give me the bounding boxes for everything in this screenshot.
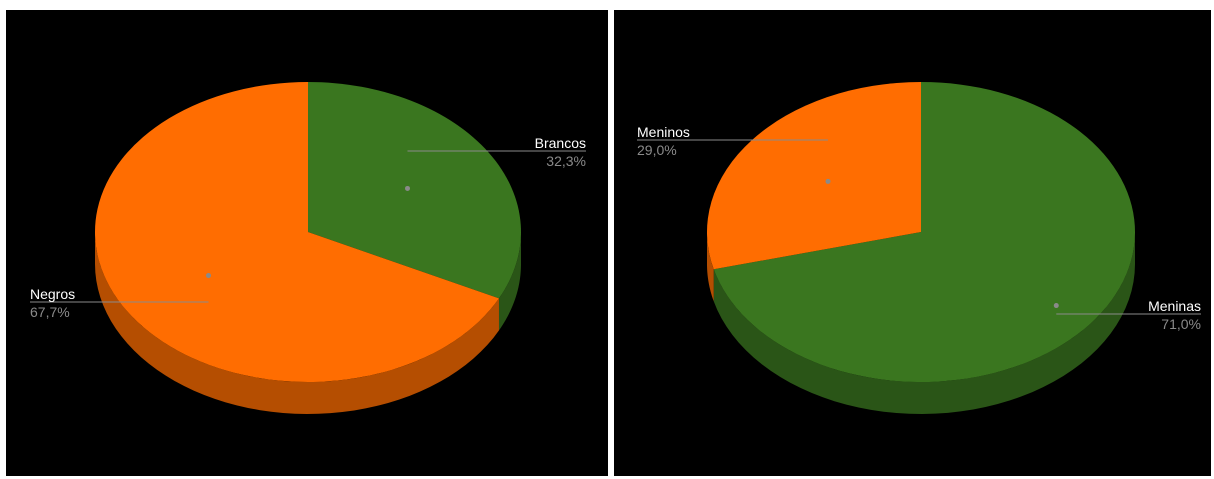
pie-labels: Brancos 32,3% Negros 67,7% — [30, 135, 586, 320]
pie-slice-side-meninos — [707, 232, 714, 302]
pie-side-walls — [707, 232, 1135, 414]
pie-slice-meninos — [706, 82, 921, 270]
leader-dot-brancos — [405, 185, 411, 191]
pie-side-walls — [95, 232, 521, 414]
slice-value-meninas: 71,0% — [1161, 316, 1201, 332]
slice-label-negros: Negros — [30, 286, 75, 302]
slice-value-negros: 67,7% — [30, 304, 70, 320]
pie-slice-side-negros — [95, 232, 499, 414]
pie-chart-gender: Meninas 71,0% Meninos 29,0% — [637, 82, 1201, 414]
slice-label-meninos: Meninos — [637, 124, 690, 140]
slice-label-brancos: Brancos — [535, 135, 586, 151]
chart-panel-left: Brancos 32,3% Negros 67,7% — [6, 10, 608, 476]
pie-slice-side-meninas — [713, 232, 1135, 414]
slice-label-meninas: Meninas — [1148, 298, 1201, 314]
slice-value-meninos: 29,0% — [637, 142, 677, 158]
pie-labels: Meninas 71,0% Meninos 29,0% — [637, 124, 1201, 332]
slice-value-brancos: 32,3% — [546, 153, 586, 169]
pie-slice-side-brancos — [498, 232, 521, 331]
leader-dot-meninos — [825, 178, 831, 184]
leader-dot-meninas — [1053, 303, 1059, 309]
pie-slice-meninas — [713, 82, 1135, 382]
pie-slices — [706, 82, 1135, 382]
pie-slice-brancos — [308, 82, 521, 299]
chart-panel-gender: Meninas 71,0% Meninos 29,0% — [614, 10, 1211, 476]
leader-dot-negros — [205, 273, 211, 279]
pie-slices — [94, 81, 521, 382]
pie-slice-negros — [94, 81, 499, 382]
pie-chart-race: Brancos 32,3% Negros 67,7% — [30, 81, 586, 414]
